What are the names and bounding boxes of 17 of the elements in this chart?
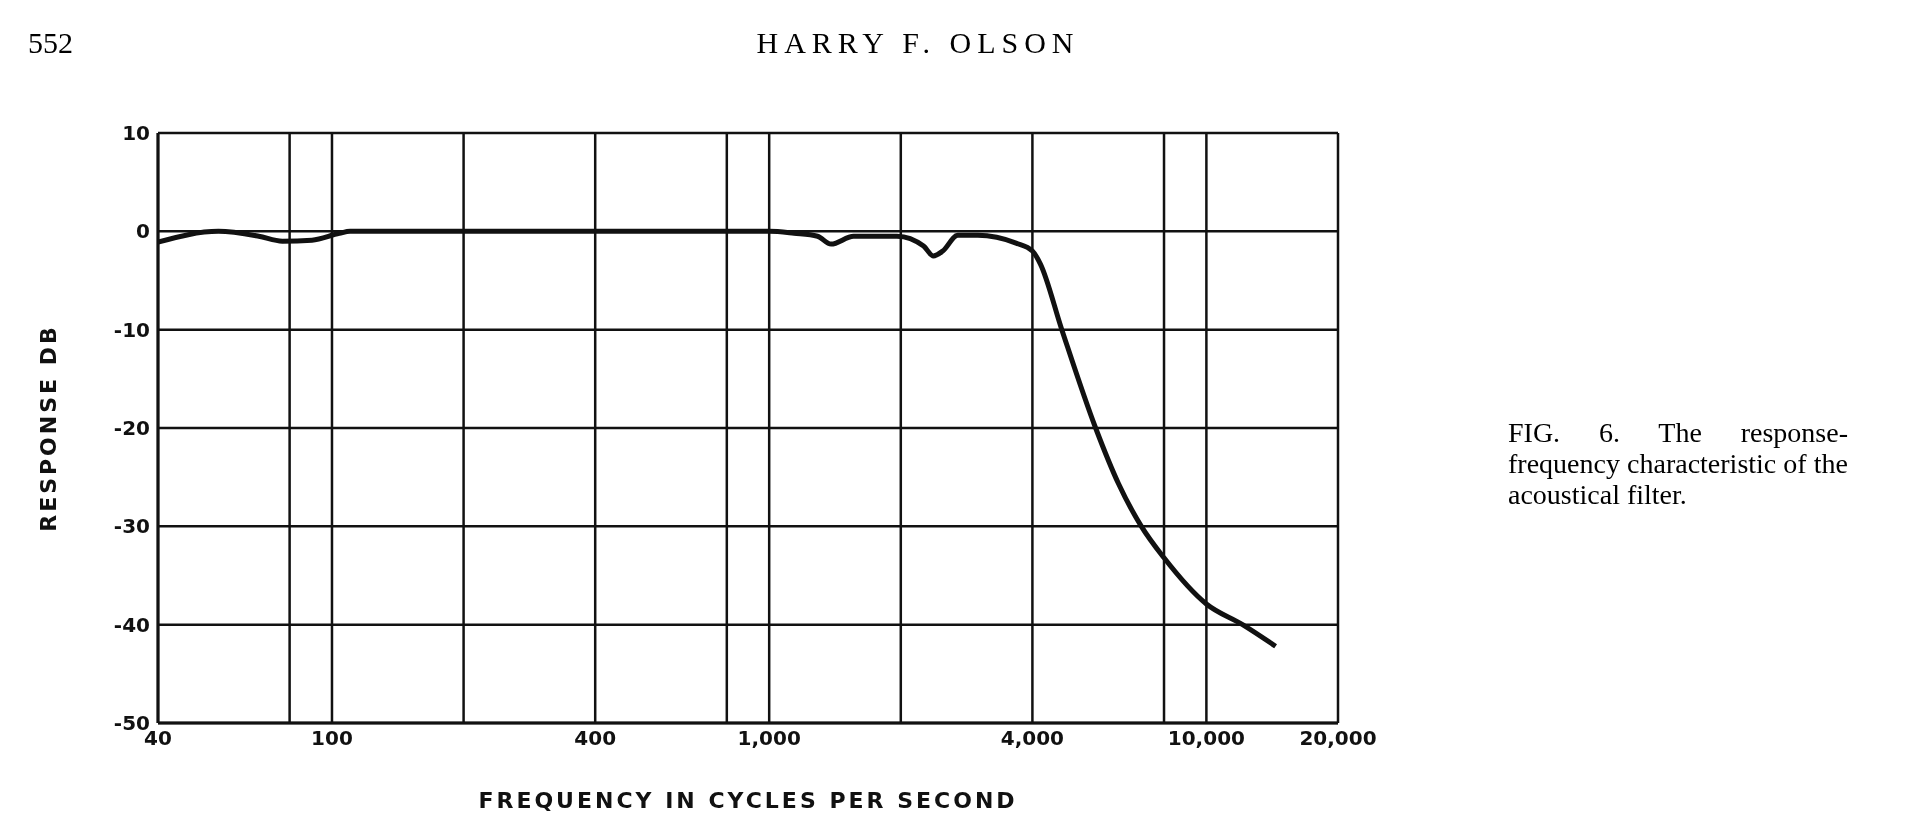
- y-tick-label: -30: [113, 514, 150, 539]
- x-tick-label: 400: [574, 726, 617, 751]
- text: HARRY F. OLSON: [755, 26, 1081, 59]
- x-axis-title: FREQUENCY IN CYCLES PER SECOND: [478, 788, 1018, 813]
- x-tick-label: 20,000: [1299, 726, 1377, 751]
- y-axis-title: RESPONSE DB: [35, 324, 61, 532]
- x-tick-label: 1,000: [737, 726, 801, 751]
- text: 552: [28, 26, 74, 59]
- x-tick-label: 100: [311, 726, 353, 751]
- y-tick-label: 0: [136, 219, 150, 244]
- y-tick-label: -40: [113, 612, 150, 637]
- y-tick-label: 10: [122, 121, 150, 146]
- x-tick-label: 10,000: [1167, 726, 1245, 751]
- x-tick-label: 4,000: [1000, 726, 1065, 751]
- caption: FIG. 6. The response-frequency characteristic of the acoustical filter.: [1508, 417, 1848, 511]
- y-tick-label: -20: [113, 416, 150, 441]
- y-tick-label: -10: [113, 317, 150, 342]
